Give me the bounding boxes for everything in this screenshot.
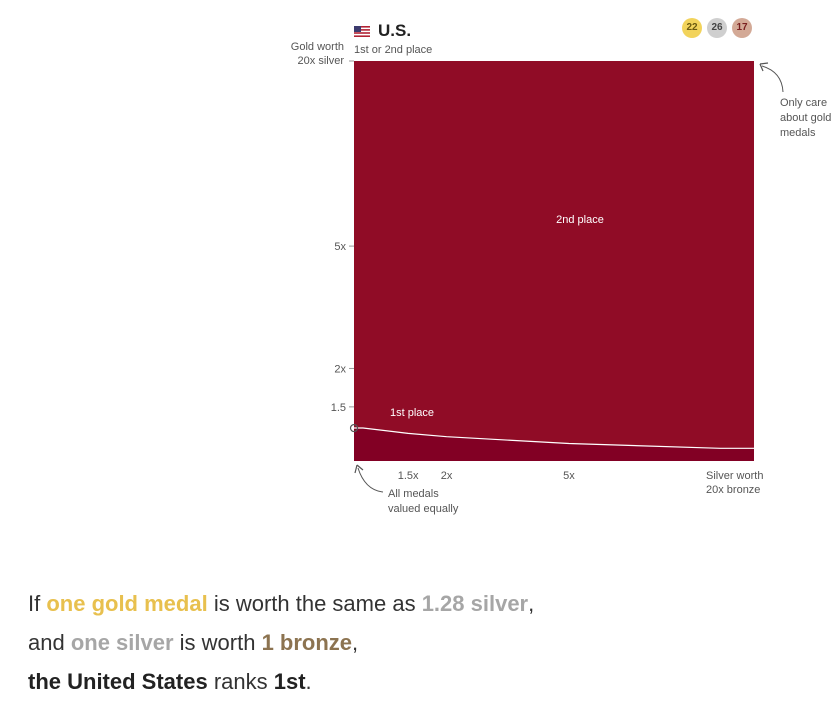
region-second-place[interactable] bbox=[354, 61, 754, 461]
x-tick: 1.5x bbox=[398, 470, 419, 482]
rank-subtitle: 1st or 2nd place bbox=[354, 44, 433, 56]
region-label-first-place: 1st place bbox=[390, 407, 434, 419]
bronze-medal-count: 17 bbox=[732, 18, 752, 38]
y-tick: Gold worth 20x silver bbox=[291, 41, 354, 67]
annotation-equal-value-line-2: valued equally bbox=[388, 503, 459, 515]
x-tick-label: Silver worth bbox=[706, 470, 763, 482]
annotation-gold-only-line-1: Only care bbox=[780, 97, 827, 109]
summary-line-2: and one silver is worth 1 bronze, bbox=[28, 623, 534, 662]
gold-medal-count: 22 bbox=[682, 18, 702, 38]
x-axis: 1.5x 2x 5x Silver worth 20x bronze bbox=[398, 470, 764, 496]
annotation-arrowhead-equal bbox=[354, 464, 364, 474]
country-name: U.S. bbox=[378, 21, 412, 40]
ranking-summary: If one gold medal is worth the same as 1… bbox=[28, 584, 534, 701]
y-tick: 1.5 bbox=[331, 402, 354, 414]
annotation-arrow-equal bbox=[357, 467, 384, 493]
summary-gold-phrase: one gold medal bbox=[46, 591, 208, 616]
y-tick-label: 1.5 bbox=[331, 402, 346, 414]
summary-text: , bbox=[528, 591, 535, 616]
x-tick-label: 1.5x bbox=[398, 470, 419, 482]
summary-line-3: the United States ranks 1st. bbox=[28, 662, 534, 701]
x-tick: 2x bbox=[441, 470, 453, 482]
y-tick-label: 5x bbox=[334, 241, 346, 253]
annotation-gold-only-line-2: about gold bbox=[780, 112, 831, 124]
summary-country: the United States bbox=[28, 669, 208, 694]
annotation-gold-only: Only care about gold medals bbox=[780, 97, 834, 139]
summary-text: . bbox=[305, 669, 312, 694]
summary-bronze-ratio: 1 bronze bbox=[261, 630, 353, 655]
summary-text: If bbox=[28, 591, 47, 616]
y-tick-label: 2x bbox=[334, 363, 346, 375]
region-first-place[interactable] bbox=[354, 428, 754, 461]
y-tick-label: Gold worth bbox=[291, 41, 344, 53]
summary-rank: 1st bbox=[273, 669, 306, 694]
silver-medal-count: 26 bbox=[707, 18, 727, 38]
medal-weight-chart[interactable]: 2nd place 1st place 1.5 2x 5x Gold worth 20x… bbox=[0, 0, 840, 540]
y-tick: 2x bbox=[334, 363, 354, 375]
x-tick: 5x bbox=[563, 470, 575, 482]
rank-boundary-line bbox=[354, 427, 754, 449]
x-tick-sublabel: 20x bronze bbox=[706, 484, 760, 496]
y-tick-sublabel: 20x silver bbox=[298, 55, 345, 67]
summary-text: is worth the same as bbox=[207, 591, 422, 616]
summary-text: is worth bbox=[173, 630, 262, 655]
y-axis: 1.5 2x 5x Gold worth 20x silver bbox=[291, 41, 354, 414]
x-tick-label: 2x bbox=[441, 470, 453, 482]
y-tick: 5x bbox=[334, 241, 354, 253]
annotation-gold-only-line-3: medals bbox=[780, 127, 816, 139]
summary-text: ranks bbox=[207, 669, 274, 694]
summary-silver-phrase: one silver bbox=[70, 630, 174, 655]
summary-text: , bbox=[352, 630, 359, 655]
annotation-arrowhead-gold bbox=[759, 62, 769, 72]
annotation-equal-value: All medals valued equally bbox=[388, 488, 459, 515]
region-label-second-place: 2nd place bbox=[556, 214, 604, 226]
annotation-equal-value-line-1: All medals bbox=[388, 488, 439, 500]
x-tick: Silver worth 20x bronze bbox=[706, 470, 763, 496]
us-flag-icon bbox=[354, 26, 370, 37]
x-tick-label: 5x bbox=[563, 470, 575, 482]
annotation-arrow-gold bbox=[761, 65, 784, 93]
current-point-marker[interactable] bbox=[349, 423, 359, 433]
summary-silver-ratio: 1.28 silver bbox=[421, 591, 529, 616]
summary-line-1: If one gold medal is worth the same as 1… bbox=[28, 584, 534, 623]
summary-text: and bbox=[28, 630, 71, 655]
